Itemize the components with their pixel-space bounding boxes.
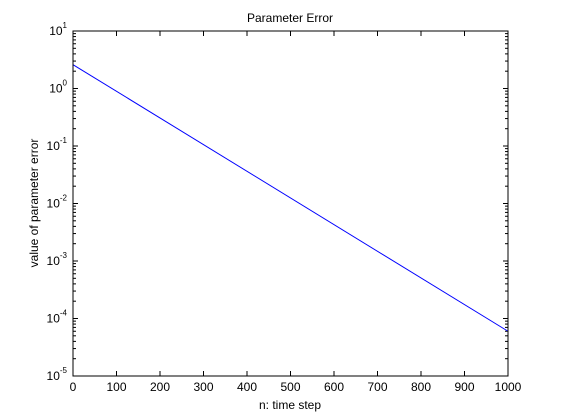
y-tick-label: 10-1 xyxy=(47,136,68,153)
x-tick-label: 1000 xyxy=(495,380,522,394)
x-tick-label: 900 xyxy=(454,380,474,394)
series-line xyxy=(72,64,509,332)
y-tick-label: 10-3 xyxy=(47,251,68,268)
y-tick-label: 10-4 xyxy=(47,309,68,326)
x-axis-label: n: time step xyxy=(259,398,321,412)
y-axis-label: value of parameter error xyxy=(27,139,41,268)
ticks-layer: 0 100 200 300 400 500 600 700 800 900 1000 101 100 10… xyxy=(47,21,522,394)
x-tick-label: 700 xyxy=(367,380,387,394)
x-tick-label: 300 xyxy=(193,380,213,394)
chart-title: Parameter Error xyxy=(247,11,333,25)
plot-frame xyxy=(72,30,509,377)
series-layer xyxy=(72,64,509,332)
x-tick-label: 600 xyxy=(324,380,344,394)
x-tick-label: 800 xyxy=(411,380,431,394)
x-tick-label: 500 xyxy=(280,380,300,394)
y-tick-label: 101 xyxy=(49,21,67,38)
x-tick-label: 200 xyxy=(150,380,170,394)
x-tick-label: 400 xyxy=(237,380,257,394)
y-tick-label: 10-5 xyxy=(47,366,68,383)
plot-area xyxy=(73,31,508,376)
x-tick-label: 0 xyxy=(70,380,77,394)
y-tick-label: 100 xyxy=(49,79,67,96)
x-tick-label: 100 xyxy=(106,380,126,394)
y-tick-label: 10-2 xyxy=(47,194,68,211)
